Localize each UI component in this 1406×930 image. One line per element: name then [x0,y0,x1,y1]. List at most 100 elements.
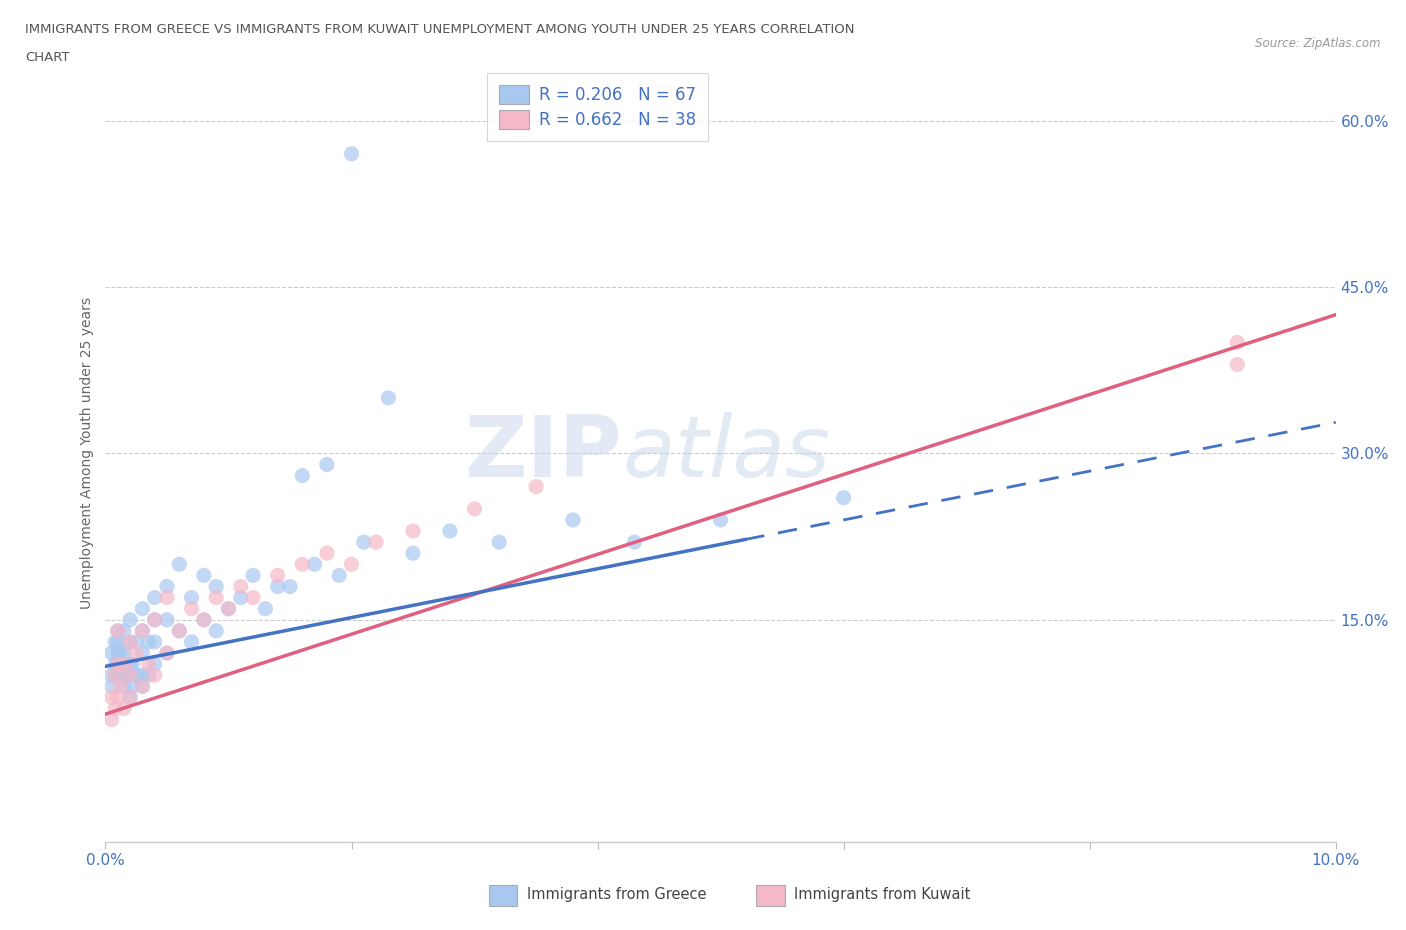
Point [112,657,135,671]
Point [110,679,132,694]
Point [402,524,425,538]
Point [340,146,363,161]
Point [131,679,153,694]
Point [104,701,127,716]
Point [131,623,153,638]
Point [156,645,179,660]
Point [104,657,127,671]
Point [131,645,153,660]
Point [120,668,141,683]
Point [131,623,153,638]
Point [169,623,191,638]
Point [205,579,228,594]
Point [143,612,166,627]
Point [107,623,129,638]
Point [110,645,132,660]
Text: IMMIGRANTS FROM GREECE VS IMMIGRANTS FROM KUWAIT UNEMPLOYMENT AMONG YOUTH UNDER : IMMIGRANTS FROM GREECE VS IMMIGRANTS FRO… [25,23,855,36]
Point [125,634,148,649]
Point [107,657,129,671]
Point [156,591,179,605]
Point [315,546,337,561]
Point [156,579,179,594]
Point [267,568,290,583]
Point [138,657,160,671]
FancyBboxPatch shape [489,885,517,906]
Text: ZIP: ZIP [464,412,621,495]
FancyBboxPatch shape [756,885,785,906]
Point [131,602,153,617]
Point [131,668,153,683]
Point [112,679,135,694]
Point [205,623,228,638]
Point [143,634,166,649]
Point [100,668,122,683]
Point [120,690,141,705]
Point [100,645,122,660]
Point [121,657,143,671]
Y-axis label: Unemployment Among Youth under 25 years: Unemployment Among Youth under 25 years [80,298,94,609]
Point [328,568,350,583]
Point [180,591,202,605]
Point [125,645,148,660]
Point [120,612,141,627]
Point [138,634,160,649]
Point [107,668,129,683]
Point [193,612,215,627]
Point [120,690,141,705]
Point [100,679,122,694]
Point [138,668,160,683]
Point [229,591,252,605]
Point [112,645,135,660]
Point [100,712,122,727]
Point [180,634,202,649]
Text: Source: ZipAtlas.com: Source: ZipAtlas.com [1256,37,1381,50]
Point [193,568,215,583]
Point [205,591,228,605]
Text: Immigrants from Greece: Immigrants from Greece [527,887,707,902]
Point [193,612,215,627]
Point [366,535,388,550]
Point [623,535,645,550]
Text: Immigrants from Kuwait: Immigrants from Kuwait [794,887,970,902]
Point [143,657,166,671]
Point [169,557,191,572]
Point [242,568,264,583]
Point [143,668,166,683]
Text: CHART: CHART [25,51,70,64]
Point [125,668,148,683]
Point [291,557,314,572]
Point [439,524,461,538]
Point [112,668,135,683]
Point [291,468,314,483]
Point [107,645,129,660]
Point [131,679,153,694]
Point [524,479,547,494]
Point [120,634,141,649]
Text: atlas: atlas [621,412,830,495]
Point [107,690,129,705]
Point [488,535,510,550]
Point [304,557,326,572]
Point [562,512,585,527]
Point [340,557,363,572]
Point [107,657,129,671]
Point [229,579,252,594]
Point [180,602,202,617]
Point [377,391,399,405]
Point [143,612,166,627]
Point [464,501,486,516]
Point [242,591,264,605]
Point [112,701,135,716]
Point [218,602,240,617]
Point [107,623,129,638]
Point [267,579,290,594]
Point [353,535,375,550]
Point [120,668,141,683]
Point [104,634,127,649]
Legend: R = 0.206   N = 67, R = 0.662   N = 38: R = 0.206 N = 67, R = 0.662 N = 38 [488,73,707,141]
Point [112,623,135,638]
Point [120,657,141,671]
Point [121,679,143,694]
Point [156,612,179,627]
Point [402,546,425,561]
